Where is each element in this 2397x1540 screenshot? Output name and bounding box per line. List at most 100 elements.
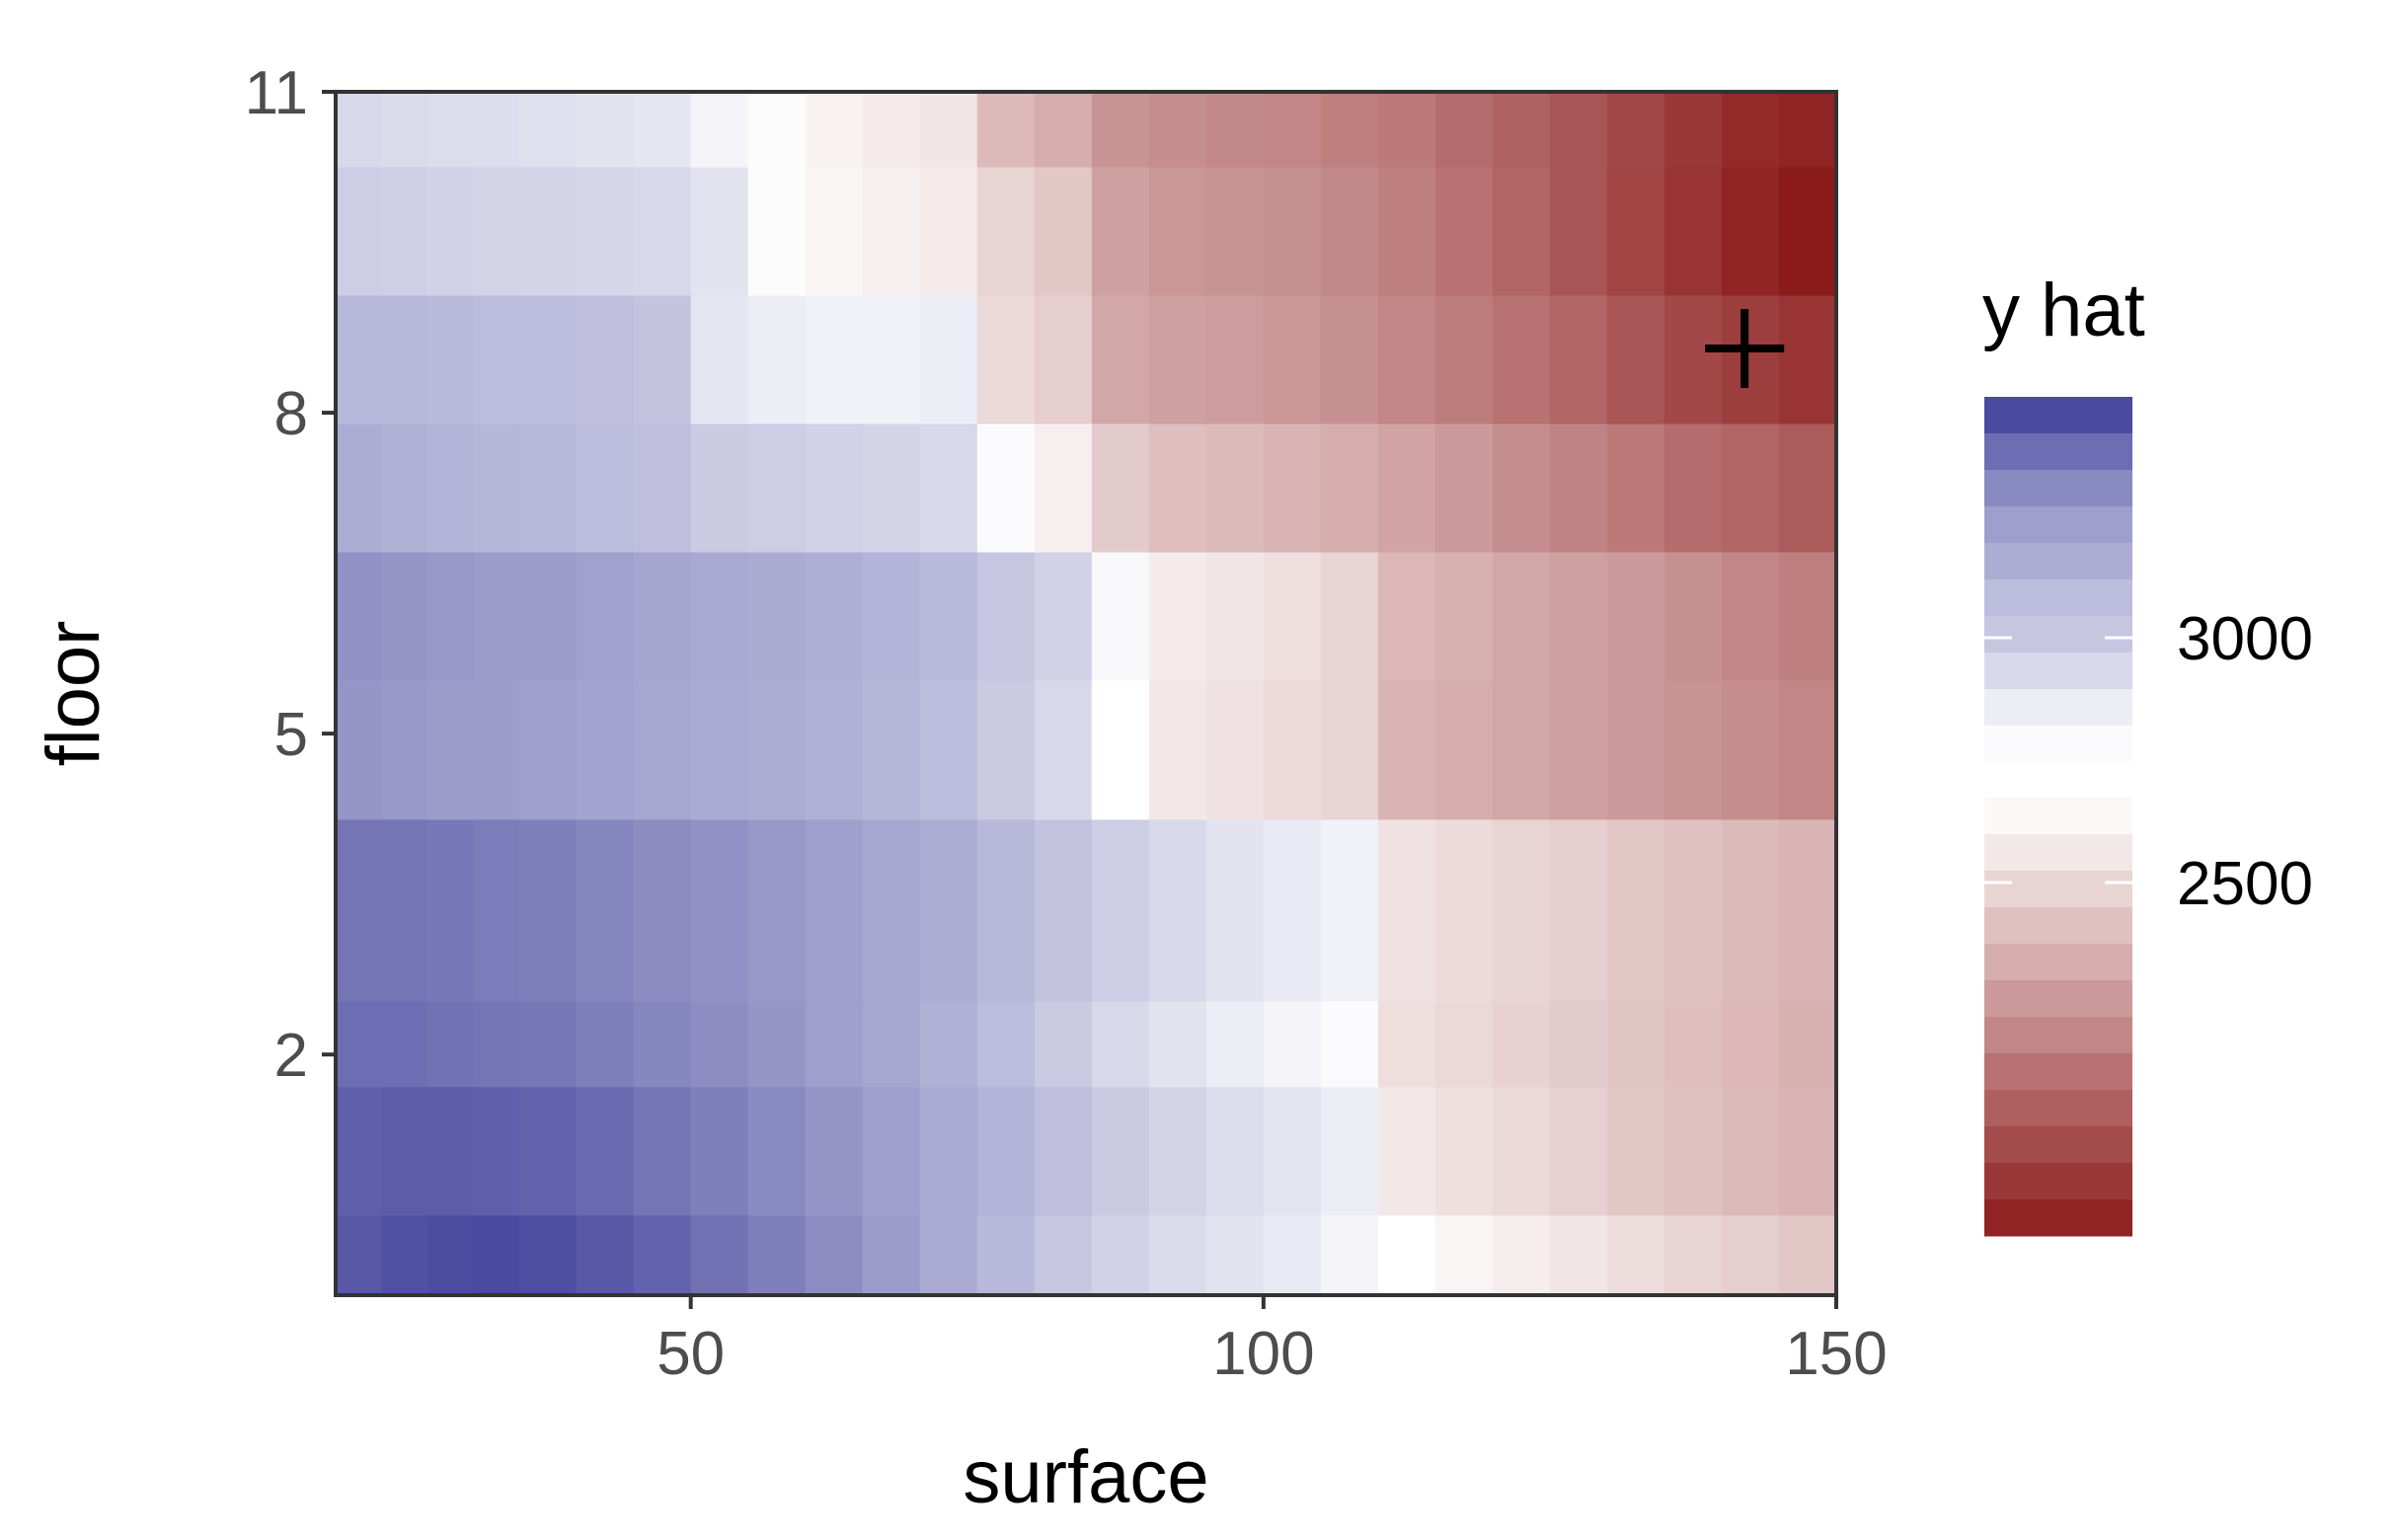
point-marker: [1705, 309, 1785, 389]
heatmap-cell: [976, 1214, 1036, 1296]
legend-label: 3000: [2177, 605, 2313, 673]
heatmap-cell: [1091, 1086, 1150, 1216]
heatmap-cell: [747, 679, 807, 820]
heatmap-cell: [1492, 818, 1551, 1002]
heatmap-cell: [1778, 423, 1837, 553]
heatmap-cell: [381, 1086, 428, 1216]
heatmap-cell: [690, 1214, 749, 1296]
heatmap-cell: [633, 1214, 692, 1296]
heatmap-cell: [336, 818, 383, 1002]
heatmap-cell: [426, 679, 474, 820]
heatmap-cell: [1721, 423, 1780, 553]
heatmap-cell: [1434, 294, 1494, 424]
heatmap-cell: [919, 92, 978, 168]
heatmap-cell: [1492, 166, 1551, 296]
heatmap-cell: [576, 92, 635, 168]
heatmap-cell: [1606, 166, 1665, 296]
heatmap-cell: [1205, 92, 1265, 168]
heatmap-cell: [336, 423, 383, 553]
heatmap-cell: [747, 166, 807, 296]
heatmap-cell: [381, 294, 428, 424]
heatmap-cell: [1549, 1001, 1608, 1088]
heatmap-cell: [805, 294, 864, 424]
heatmap-cell: [1263, 679, 1322, 820]
heatmap-cell: [473, 1086, 520, 1216]
heatmap-cell: [1205, 1214, 1265, 1296]
heatmap-cell: [1320, 818, 1379, 1002]
heatmap-cell: [690, 92, 749, 168]
heatmap-cell: [1377, 294, 1436, 424]
legend-bin: [1984, 1126, 2132, 1164]
heatmap-cell: [1606, 818, 1665, 1002]
heatmap-cell: [805, 92, 864, 168]
heatmap-cell: [518, 1086, 578, 1216]
heatmap-cell: [1434, 423, 1494, 553]
legend-bin: [1984, 834, 2132, 872]
y-tick-label: 11: [245, 59, 308, 127]
heatmap-cell: [426, 1214, 474, 1296]
heatmap-cell: [1205, 294, 1265, 424]
legend-bin: [1984, 470, 2132, 507]
legend-bin: [1984, 944, 2132, 981]
heatmap-cell: [576, 1086, 635, 1216]
heatmap-cell: [690, 166, 749, 296]
heatmap-cell: [381, 166, 428, 296]
heatmap-cell: [576, 423, 635, 553]
heatmap-cell: [862, 679, 921, 820]
heatmap-cell: [576, 551, 635, 681]
heatmap-cell: [1377, 1086, 1436, 1216]
heatmap-cell: [1663, 1214, 1723, 1296]
heatmap-cell: [690, 294, 749, 424]
heatmap-cell: [1549, 1214, 1608, 1296]
plot-panel-border: [334, 90, 1838, 1297]
heatmap-cell: [1205, 423, 1265, 553]
y-axis: 2 5 8 11: [245, 59, 336, 1090]
heatmap-cell: [1263, 1001, 1322, 1088]
heatmap-cell: [1091, 423, 1150, 553]
heatmap-cell: [1377, 551, 1436, 681]
heatmap-cell: [1091, 551, 1150, 681]
heatmap-cell: [1320, 1086, 1379, 1216]
heatmap-cell: [1091, 1214, 1150, 1296]
heatmap-cell: [1606, 1001, 1665, 1088]
heatmap-cell: [1663, 818, 1723, 1002]
x-axis-title: surface: [963, 1435, 1208, 1519]
heatmap-cell: [633, 1001, 692, 1088]
heatmap-cell: [633, 166, 692, 296]
heatmap-cell: [518, 1001, 578, 1088]
heatmap-cell: [1377, 818, 1436, 1002]
heatmap-cell: [1377, 679, 1436, 820]
heatmap-cell: [576, 1001, 635, 1088]
heatmap-cell: [1434, 1214, 1494, 1296]
heatmap-cell: [1549, 1086, 1608, 1216]
heatmap-cell: [690, 679, 749, 820]
y-tick-label: 5: [274, 701, 308, 769]
heatmap-cell: [381, 818, 428, 1002]
heatmap-cell: [1091, 679, 1150, 820]
heatmap-cell: [805, 423, 864, 553]
heatmap-cell: [1606, 679, 1665, 820]
heatmap-cell: [336, 679, 383, 820]
heatmap-cell: [805, 679, 864, 820]
heatmap-cell: [576, 818, 635, 1002]
heatmap-cell: [805, 1214, 864, 1296]
heatmap-cell: [862, 294, 921, 424]
heatmap-cell: [1492, 294, 1551, 424]
heatmap-cell: [633, 679, 692, 820]
heatmap-cell: [1492, 1001, 1551, 1088]
heatmap-cell: [1377, 1001, 1436, 1088]
legend-bin: [1984, 653, 2132, 690]
heatmap-cell: [1778, 166, 1837, 296]
legend-bin: [1984, 1199, 2132, 1237]
heatmap-cell: [1549, 92, 1608, 168]
heatmap-cell: [747, 551, 807, 681]
heatmap-cell: [518, 423, 578, 553]
heatmap-cell: [919, 166, 978, 296]
heatmap-cell: [1320, 423, 1379, 553]
heatmap-cell: [1778, 679, 1837, 820]
heatmap-cell: [919, 818, 978, 1002]
heatmap-cell: [805, 1001, 864, 1088]
heatmap-cell: [1606, 423, 1665, 553]
heatmap-cell: [426, 1086, 474, 1216]
